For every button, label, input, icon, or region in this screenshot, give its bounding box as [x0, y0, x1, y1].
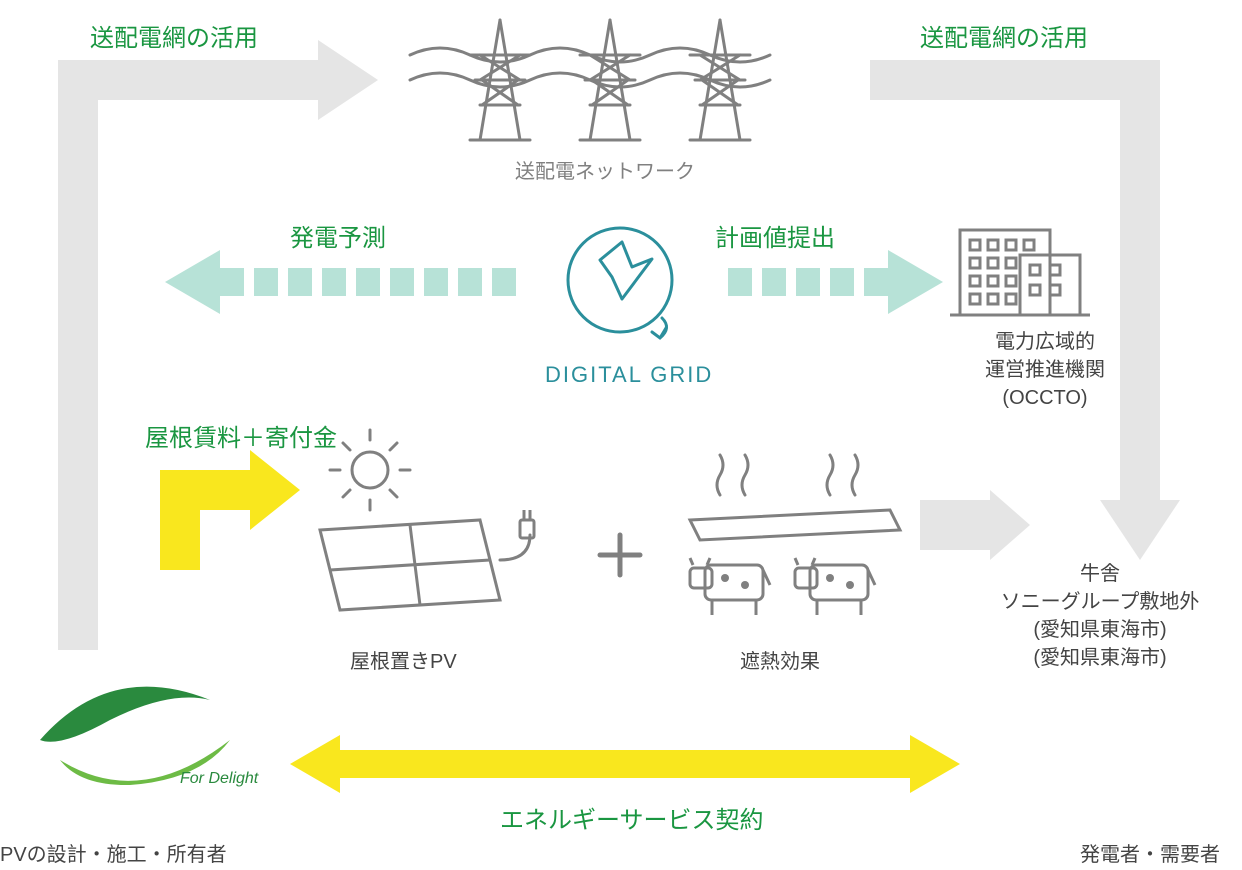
- label-occto-l2: 運営推進機関: [950, 356, 1140, 384]
- label-roof-pv: 屋根置きPV: [350, 645, 457, 674]
- dashed-arrow-left: [165, 250, 516, 314]
- label-barn-l3: (愛知県東海市): [970, 616, 1230, 644]
- label-energy-contract: エネルギーサービス契約: [500, 800, 764, 835]
- label-barn-l1: 牛舎: [970, 560, 1230, 588]
- label-digital-grid: DIGITAL GRID: [545, 362, 713, 388]
- big-arrow-right: [870, 60, 1180, 560]
- label-shading: 遮熱効果: [740, 645, 820, 674]
- cow-icon-1: [690, 558, 770, 615]
- building-icon: [950, 230, 1090, 315]
- big-arrow-left: [58, 40, 378, 650]
- pv-panel-icon: [320, 510, 534, 610]
- label-forecast: 発電予測: [290, 218, 386, 253]
- label-occto-l3: (OCCTO): [950, 384, 1140, 412]
- label-for-delight: For Delight: [180, 770, 258, 788]
- label-barn-l2: ソニーグループ敷地外: [970, 588, 1230, 616]
- small-gray-arrow: [920, 490, 1030, 560]
- heat-waves-icon: [717, 455, 858, 495]
- label-barn-l4: (愛知県東海市): [970, 644, 1230, 672]
- yellow-double-arrow: [290, 735, 960, 793]
- towers-icon: [410, 20, 770, 140]
- roof-icon: [690, 510, 900, 540]
- label-occto-l1: 電力広域的: [950, 328, 1140, 356]
- label-top-left: 送配電網の活用: [90, 18, 258, 53]
- label-plan-submit: 計画値提出: [715, 218, 835, 253]
- label-pv-owner: PVの設計・施工・所有者: [0, 838, 227, 867]
- label-top-right: 送配電網の活用: [920, 18, 1088, 53]
- label-roof-rent: 屋根賃料＋寄付金: [145, 418, 337, 453]
- dashed-arrow-right: [728, 250, 943, 314]
- label-occto: 電力広域的 運営推進機関 (OCCTO): [950, 328, 1140, 412]
- label-consumer: 発電者・需要者: [1080, 838, 1220, 867]
- label-network: 送配電ネットワーク: [515, 155, 695, 184]
- sun-icon: [330, 430, 410, 510]
- cow-icon-2: [795, 558, 875, 615]
- plus-icon: [600, 535, 640, 575]
- yellow-l-arrow: [160, 450, 300, 570]
- label-barn: 牛舎 ソニーグループ敷地外 (愛知県東海市) (愛知県東海市): [970, 560, 1230, 672]
